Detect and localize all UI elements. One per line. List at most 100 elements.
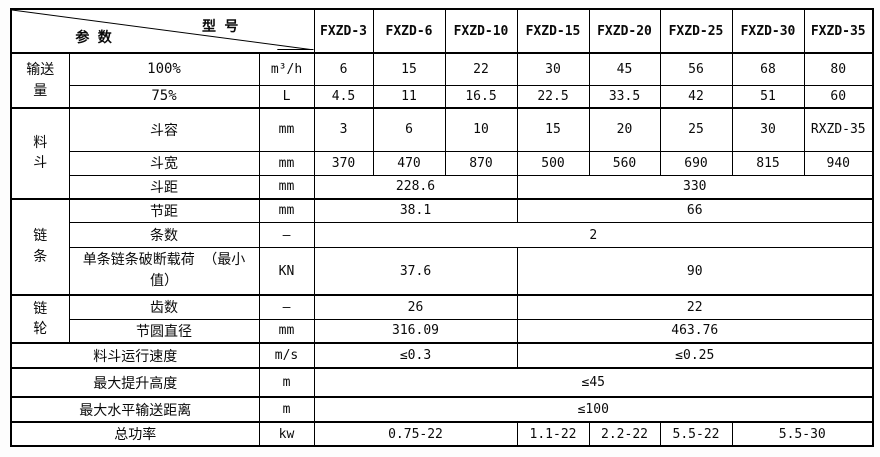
value-cell: 22.5 — [516, 84, 590, 109]
value-cell-large-group: 90 — [516, 247, 874, 296]
value-cell-small-group: 38.1 — [313, 197, 518, 223]
value-cell-large-group: ≤0.25 — [516, 342, 874, 369]
param-label-bucket-pitch: 斗距 — [68, 174, 260, 199]
value-cell: 5.5-30 — [731, 421, 874, 447]
value-cell: 5.5-22 — [659, 421, 733, 447]
unit-bucket-speed: m/s — [258, 342, 315, 369]
unit-max-lift-height: m — [258, 367, 315, 398]
spec-table: 型 号 参 数 FXZD-3 FXZD-6 FXZD-10 FXZD-15 FX… — [10, 8, 874, 447]
value-cell: 2.2-22 — [588, 421, 661, 447]
value-cell-all-group: ≤100 — [313, 396, 874, 423]
value-cell: 1.1-22 — [516, 421, 590, 447]
value-cell-all-group: 2 — [313, 222, 874, 248]
category-sprocket: 链 轮 — [10, 294, 70, 344]
diagonal-box: 型 号 参 数 — [12, 10, 314, 52]
param-label-max-horizontal-distance: 最大水平输送距离 — [10, 396, 260, 423]
param-label-bucket-width: 斗宽 — [68, 150, 260, 176]
value-cell: 10 — [444, 107, 518, 152]
row-chain-count: 条数 — 2 — [11, 222, 874, 248]
unit-bucket-volume: mm — [258, 107, 315, 152]
param-label-bucket-speed: 料斗运行速度 — [10, 342, 260, 369]
value-cell: 815 — [731, 150, 805, 176]
param-label-bucket-volume: 斗容 — [68, 107, 260, 152]
value-cell: 15 — [516, 107, 590, 152]
value-cell: 25 — [659, 107, 733, 152]
param-label-chain-count: 条数 — [68, 222, 260, 248]
value-cell: 56 — [659, 52, 733, 86]
unit-bucket-pitch: mm — [258, 174, 315, 199]
model-header-fxzd-10: FXZD-10 — [444, 8, 518, 54]
value-cell: RXZD-35 — [803, 107, 874, 152]
param-label-max-lift-height: 最大提升高度 — [10, 367, 260, 398]
row-bucket-pitch: 斗距 mm 228.6 330 — [11, 174, 874, 199]
param-axis-label: 参 数 — [75, 30, 112, 46]
value-cell-all-group: ≤45 — [313, 367, 874, 398]
unit-bucket-width: mm — [258, 150, 315, 176]
param-label-pitch-diameter: 节圆直径 — [68, 318, 260, 344]
value-cell: 560 — [588, 150, 661, 176]
value-cell: 30 — [731, 107, 805, 152]
row-chain-pitch: 链 条 节距 mm 38.1 66 — [10, 197, 874, 296]
value-cell: 6 — [372, 107, 446, 152]
value-cell: 6 — [313, 52, 374, 86]
row-bucket-speed: 料斗运行速度 m/s ≤0.3 ≤0.25 — [10, 342, 874, 369]
row-teeth: 链 轮 齿数 — 26 22 — [10, 294, 874, 344]
model-header-fxzd-20: FXZD-20 — [588, 8, 661, 54]
value-cell: 68 — [731, 52, 805, 86]
value-cell: 20 — [588, 107, 661, 152]
value-cell: 15 — [372, 52, 446, 86]
value-cell-small-group: ≤0.3 — [313, 342, 518, 369]
row-capacity-75: 75% L 4.5 11 16.5 22.5 33.5 42 51 60 — [11, 84, 874, 109]
param-label-chain-pitch: 节距 — [68, 197, 260, 223]
category-chain: 链 条 — [10, 197, 70, 296]
value-cell: 22 — [444, 52, 518, 86]
value-cell: 16.5 — [444, 84, 518, 109]
value-cell: 3 — [313, 107, 374, 152]
unit-breaking-load: KN — [258, 247, 315, 296]
value-cell-small-group: 228.6 — [313, 174, 518, 199]
model-axis-label: 型 号 — [201, 19, 239, 35]
value-cell-large-group: 22 — [516, 294, 874, 320]
value-cell: 370 — [313, 150, 374, 176]
header-row: 型 号 参 数 FXZD-3 FXZD-6 FXZD-10 FXZD-15 FX… — [10, 8, 874, 54]
value-cell-small-group: 37.6 — [313, 247, 518, 296]
row-bucket-volume: 料 斗 斗容 mm 3 6 10 15 20 25 30 RXZD-35 — [10, 107, 874, 199]
value-cell: 42 — [659, 84, 733, 109]
row-capacity-100: 输送 量 100% m³/h 6 15 22 30 45 56 68 80 — [10, 52, 874, 109]
row-pitch-diameter: 节圆直径 mm 316.09 463.76 — [11, 318, 874, 344]
param-label-breaking-load: 单条链条破断载荷 （最小值） — [68, 247, 260, 296]
row-breaking-load: 单条链条破断载荷 （最小值） KN 37.6 90 — [11, 247, 874, 296]
category-bucket: 料 斗 — [10, 107, 70, 199]
param-label-teeth: 齿数 — [68, 294, 260, 320]
model-header-fxzd-3: FXZD-3 — [313, 8, 374, 54]
value-cell: 30 — [516, 52, 590, 86]
model-header-fxzd-30: FXZD-30 — [731, 8, 805, 54]
unit-pitch-diameter: mm — [258, 318, 315, 344]
param-label-capacity100: 100% — [68, 52, 260, 86]
category-conveying: 输送 量 — [10, 52, 70, 109]
value-cell-large-group: 66 — [516, 197, 874, 223]
model-header-fxzd-25: FXZD-25 — [659, 8, 733, 54]
param-label-capacity75: 75% — [68, 84, 260, 109]
row-max-horizontal-distance: 最大水平输送距离 m ≤100 — [10, 396, 874, 423]
diagonal-header-cell: 型 号 参 数 — [10, 8, 315, 54]
row-max-lift-height: 最大提升高度 m ≤45 — [10, 367, 874, 398]
value-cell: 470 — [372, 150, 446, 176]
value-cell: 33.5 — [588, 84, 661, 109]
value-cell: 870 — [444, 150, 518, 176]
value-cell-small-group: 0.75-22 — [313, 421, 518, 447]
unit-total-power: kw — [258, 421, 315, 447]
value-cell-small-group: 26 — [313, 294, 518, 320]
unit-chain-pitch: mm — [258, 197, 315, 223]
row-bucket-width: 斗宽 mm 370 470 870 500 560 690 815 940 — [11, 150, 874, 176]
unit-max-horizontal-distance: m — [258, 396, 315, 423]
value-cell-large-group: 463.76 — [516, 318, 874, 344]
unit-capacity75: L — [258, 84, 315, 109]
value-cell: 51 — [731, 84, 805, 109]
row-total-power: 总功率 kw 0.75-22 1.1-22 2.2-22 5.5-22 5.5-… — [10, 421, 874, 447]
value-cell: 11 — [372, 84, 446, 109]
model-header-fxzd-35: FXZD-35 — [803, 8, 874, 54]
value-cell: 500 — [516, 150, 590, 176]
value-cell-large-group: 330 — [516, 174, 874, 199]
value-cell: 80 — [803, 52, 874, 86]
